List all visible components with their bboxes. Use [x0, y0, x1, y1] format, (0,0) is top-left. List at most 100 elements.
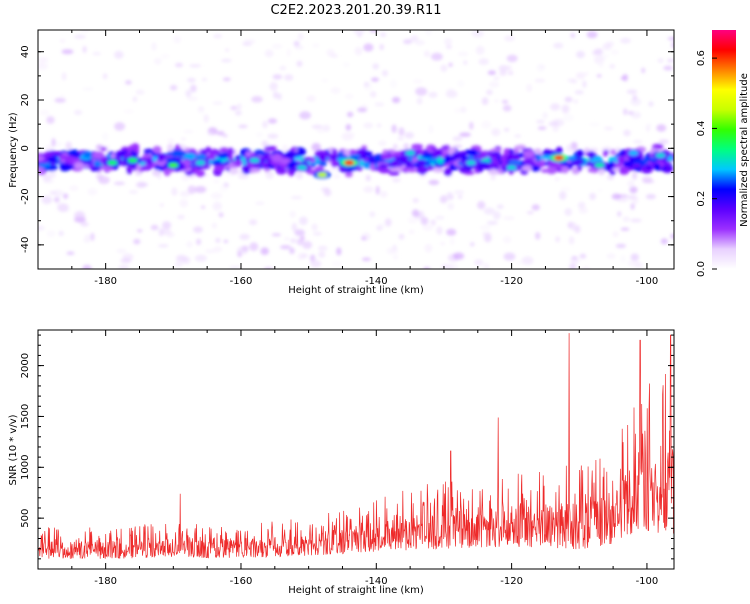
heatmap-speckle [398, 233, 405, 240]
heatmap-band-cell [482, 150, 489, 156]
heatmap-speckle [577, 201, 586, 210]
heatmap-speckle [449, 237, 455, 246]
heatmap-speckle [610, 49, 619, 55]
heatmap-speckle [271, 233, 282, 237]
heatmap-band-cell [416, 165, 429, 175]
heatmap-speckle [197, 106, 205, 114]
heatmap-speckle [363, 43, 374, 52]
heatmap-speckle [378, 140, 387, 146]
heatmap-speckle [483, 262, 490, 269]
heatmap-band-cell [241, 165, 251, 172]
heatmap-speckle [158, 228, 165, 237]
heatmap-speckle [569, 263, 577, 269]
colorbar-label: Normalized spectral amplitude [739, 73, 750, 227]
heatmap-speckle [412, 198, 419, 203]
colorbar-tick-label: 0.6 [696, 50, 707, 66]
heatmap-speckle [630, 253, 639, 261]
heatmap-speckle [186, 241, 193, 248]
heatmap-speckle [490, 175, 496, 181]
heatmap-speckle [535, 232, 541, 240]
heatmap-speckle [384, 218, 392, 227]
heatmap-speckle [82, 45, 87, 54]
heatmap-speckle [136, 229, 143, 233]
heatmap-band-cell [227, 155, 234, 161]
heatmap-band-cell [404, 167, 418, 173]
heatmap-speckle [526, 211, 534, 215]
heatmap-peak [195, 160, 206, 166]
colorbar-tick-label: 0.0 [696, 261, 707, 277]
heatmap-speckle [361, 236, 367, 241]
heatmap-speckle [578, 207, 588, 214]
heatmap-speckle [440, 241, 445, 246]
heatmap-band-cell [411, 143, 424, 150]
heatmap-speckle [641, 67, 646, 74]
heatmap-speckle [602, 43, 612, 51]
heatmap-speckle [57, 203, 69, 212]
heatmap-speckle [630, 218, 642, 223]
heatmap-speckle [498, 65, 509, 72]
heatmap-band-cell [523, 150, 535, 158]
heatmap-speckle [622, 216, 630, 222]
heatmap-speckle [570, 257, 580, 264]
heatmap-speckle [576, 50, 585, 59]
heatmap-speckle [237, 173, 250, 180]
heatmap-speckle [424, 50, 430, 57]
heatmap-band-cell [608, 161, 615, 169]
heatmap-speckle [430, 220, 436, 224]
heatmap-band-cell [533, 148, 542, 154]
heatmap-band-cell [83, 151, 92, 158]
heatmap-speckle [560, 186, 571, 192]
heatmap-speckle [633, 140, 643, 144]
heatmap-speckle [190, 84, 197, 93]
heatmap-speckle [154, 58, 162, 65]
heatmap-speckle [181, 173, 190, 182]
heatmap-speckle [526, 83, 533, 93]
heatmap-speckle [615, 243, 627, 249]
heatmap-speckle [463, 60, 468, 65]
heatmap-peak [655, 153, 666, 158]
heatmap-band-cell [100, 146, 108, 152]
heatmap-speckle [46, 230, 56, 238]
y-tick-label: -20 [20, 188, 31, 204]
snr-x-axis-label: Height of straight line (km) [288, 585, 424, 596]
heatmap-speckle [272, 74, 283, 80]
heatmap-speckle [391, 124, 397, 133]
heatmap-speckle [302, 253, 308, 258]
heatmap-speckle [238, 124, 248, 129]
heatmap-band-cell [618, 166, 630, 175]
heatmap-speckle [123, 109, 135, 114]
heatmap-speckle [660, 238, 668, 245]
heatmap-speckle [564, 96, 573, 103]
colorbar: 0.0 0.2 0.4 0.6 Normalized spectral amplitu… [696, 30, 750, 277]
heatmap-speckle [345, 124, 352, 131]
heatmap-speckle [440, 64, 448, 72]
heatmap-band-cell [645, 164, 653, 170]
heatmap-speckle [300, 235, 305, 241]
heatmap-speckle [616, 198, 629, 202]
heatmap-speckle [620, 227, 630, 231]
heatmap-speckle [496, 204, 504, 209]
heatmap-speckle [114, 122, 126, 131]
heatmap-band-cell [262, 153, 270, 161]
heatmap-speckle [554, 177, 560, 182]
heatmap-band-cell [432, 168, 443, 173]
heatmap-band-cell [195, 170, 206, 177]
heatmap-speckle [118, 265, 130, 269]
heatmap-speckle [375, 185, 380, 195]
heatmap-speckle [457, 194, 463, 199]
heatmap-speckle [138, 182, 149, 187]
heatmap-band-cell [431, 146, 437, 151]
heatmap-band-cell [588, 151, 595, 160]
heatmap-speckle [370, 91, 377, 98]
heatmap-speckle [74, 110, 83, 115]
x-tick-label: -160 [230, 276, 253, 287]
heatmap-band-cell [74, 161, 85, 170]
heatmap-speckle [634, 261, 644, 269]
heatmap-speckle [251, 96, 263, 103]
y-tick-label: 2000 [20, 353, 31, 378]
heatmap-speckle [90, 232, 95, 241]
heatmap-speckle [158, 244, 169, 248]
heatmap-speckle [43, 179, 55, 184]
heatmap-speckle [294, 45, 304, 50]
heatmap-speckle [220, 58, 232, 63]
